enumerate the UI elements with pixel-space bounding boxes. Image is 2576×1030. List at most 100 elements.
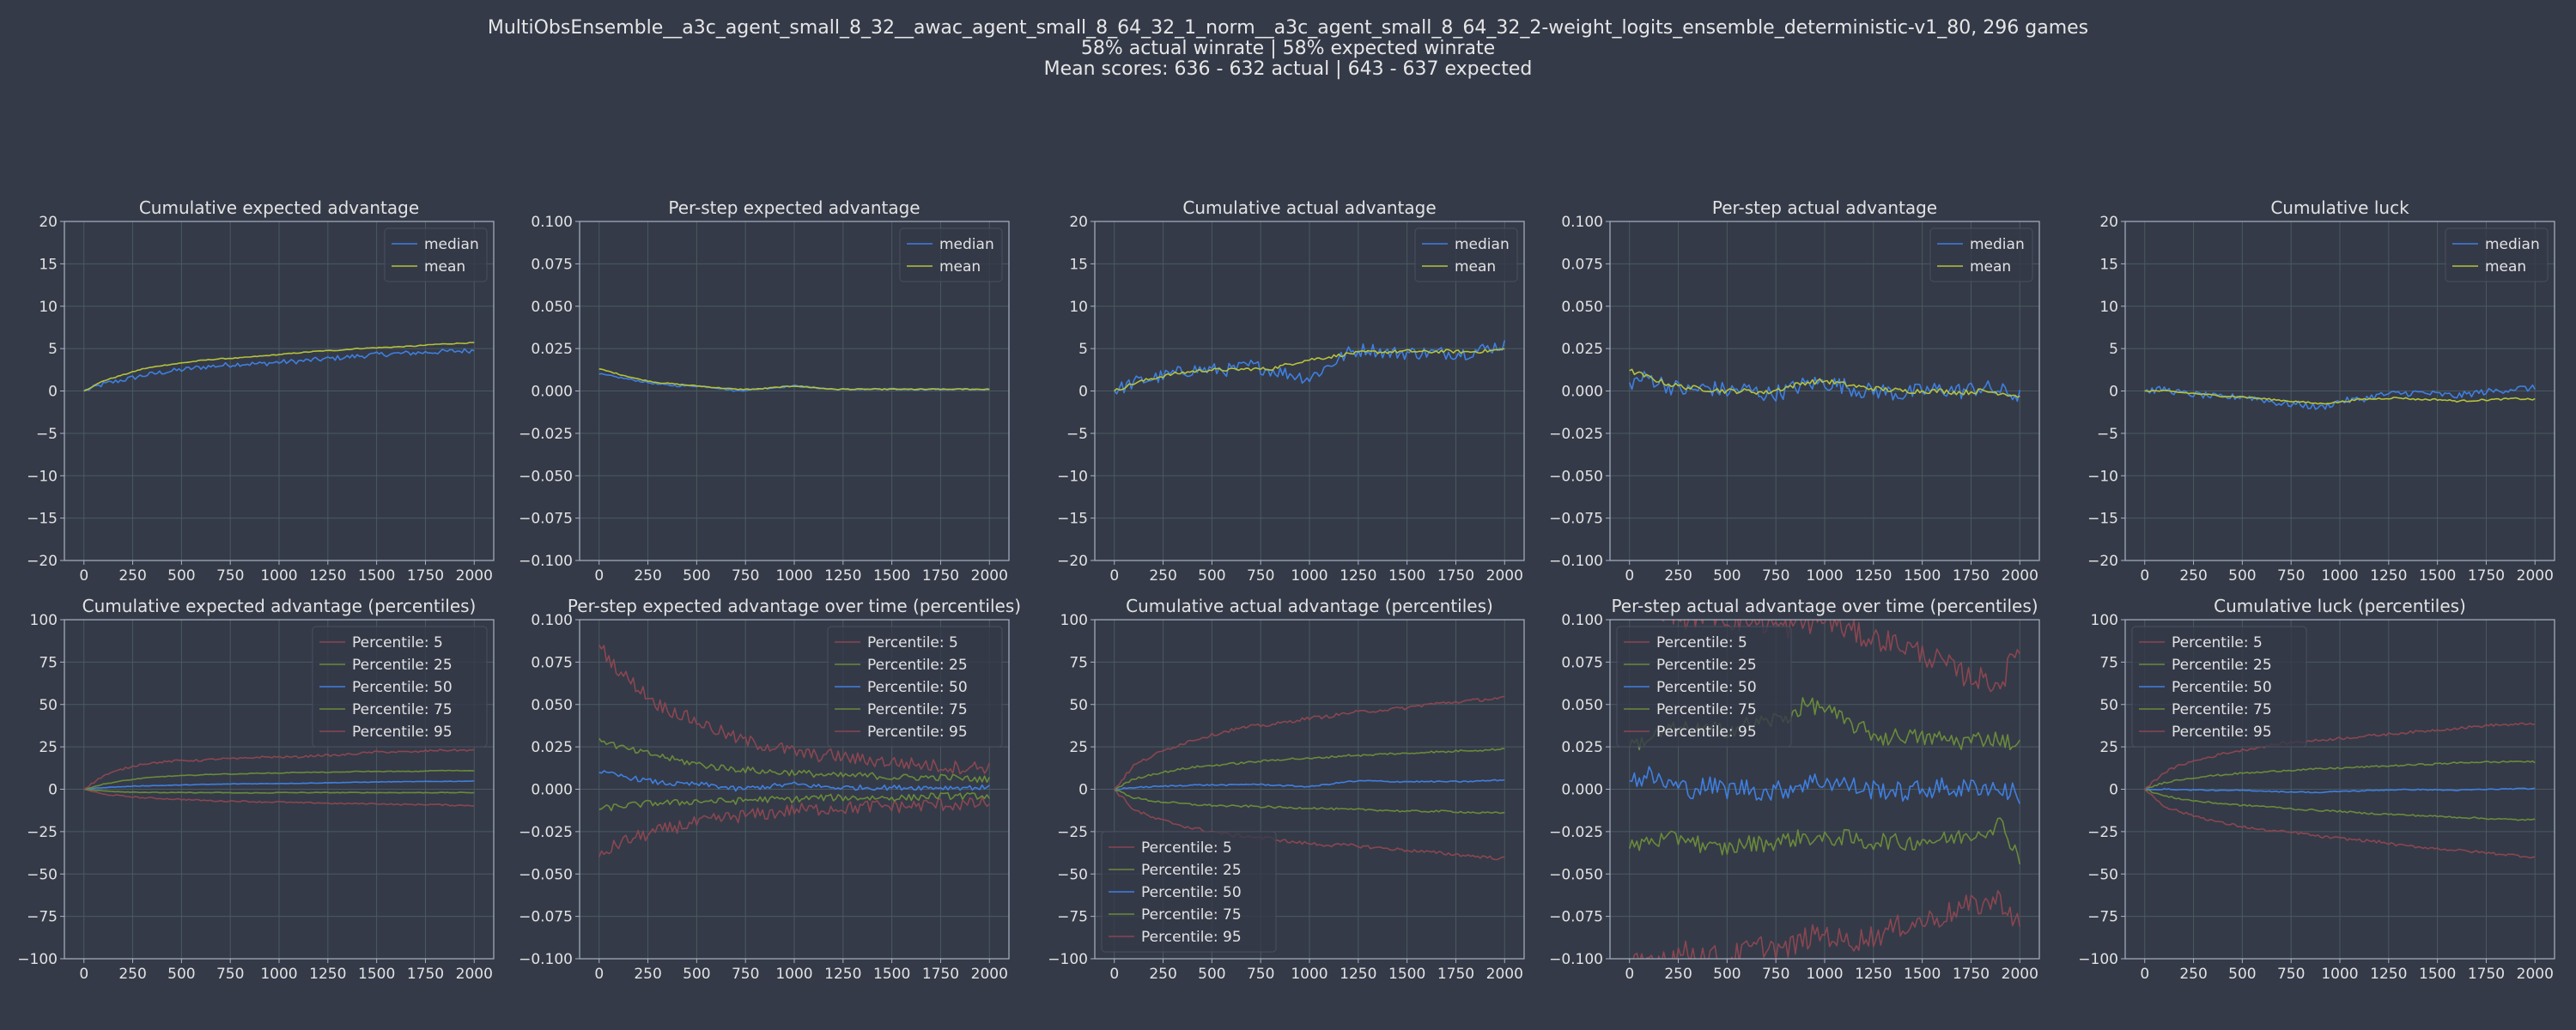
y-tick-label: −25 xyxy=(27,824,58,841)
y-tick-label: 0.000 xyxy=(531,384,573,401)
y-tick-label: −0.100 xyxy=(1549,553,1603,570)
x-tick-label: 500 xyxy=(1198,567,1225,585)
legend-label: Percentile: 5 xyxy=(867,634,958,651)
y-tick-label: 0.050 xyxy=(531,299,573,316)
x-tick-label: 500 xyxy=(683,567,710,585)
y-tick-label: 0.100 xyxy=(531,612,573,629)
y-tick-label: 20 xyxy=(1069,214,1088,231)
y-tick-label: 25 xyxy=(2099,739,2118,756)
plot-frame xyxy=(64,619,495,960)
y-tick-label: 0.050 xyxy=(1561,697,1603,714)
series-line-mean xyxy=(2144,389,2536,405)
y-tick-label: 25 xyxy=(1069,739,1088,756)
x-tick-label: 0 xyxy=(1625,567,1634,585)
x-tick-label: 750 xyxy=(216,966,244,983)
x-tick-label: 2000 xyxy=(2517,567,2554,585)
series-line-percentile-50 xyxy=(1114,779,1505,791)
figure-winrate: 58% actual winrate | 58% expected winrat… xyxy=(1080,38,1496,59)
legend-box xyxy=(312,626,488,748)
y-tick-label: −100 xyxy=(17,951,58,968)
chart-panel-1: Cumulative expected advantage 0 250 500 750 1… xyxy=(27,197,495,585)
x-tick-label: 500 xyxy=(1713,567,1741,585)
y-tick-label: 75 xyxy=(1069,654,1088,671)
y-tick-label: 0.075 xyxy=(531,256,573,273)
legend-box xyxy=(2445,227,2549,282)
legend: median mean xyxy=(1414,227,1518,282)
x-tick-label: 750 xyxy=(1247,966,1274,983)
legend-label: Percentile: 25 xyxy=(2172,657,2272,674)
legend-label: Percentile: 5 xyxy=(1141,839,1232,857)
y-tick-label: 100 xyxy=(30,612,58,629)
series-line-mean xyxy=(598,368,990,391)
x-tick-label: 250 xyxy=(118,966,146,983)
y-tick-label: 0 xyxy=(2109,782,2118,799)
x-tick-label: 500 xyxy=(1198,966,1225,983)
y-tick-label: −15 xyxy=(2087,511,2118,528)
x-tick-label: 250 xyxy=(634,567,661,585)
chart-panel-7: Per-step expected advantage over time (p… xyxy=(519,596,1021,983)
x-tick-label: 750 xyxy=(732,567,759,585)
chart-panel-6: Cumulative expected advantage (percentil… xyxy=(17,596,495,983)
y-tick-label: 0.000 xyxy=(1561,384,1603,401)
x-tick-label: 2000 xyxy=(2002,567,2038,585)
x-tick-label: 750 xyxy=(216,567,244,585)
legend-label: Percentile: 75 xyxy=(867,701,968,718)
legend-label: Percentile: 75 xyxy=(352,701,453,718)
series-line-mean xyxy=(1629,368,2020,398)
legend-label: Percentile: 25 xyxy=(867,657,968,674)
series-line-percentile-95 xyxy=(2144,722,2536,791)
series-line-percentile-5 xyxy=(1632,890,2021,959)
x-tick-label: 250 xyxy=(1149,567,1176,585)
series-group xyxy=(83,748,475,807)
y-tick-label: −5 xyxy=(2097,426,2118,443)
x-tick-label: 1000 xyxy=(1291,567,1327,585)
series-line-percentile-25 xyxy=(2144,788,2536,821)
x-tick-label: 750 xyxy=(732,966,759,983)
x-tick-label: 1500 xyxy=(1388,966,1425,983)
x-tick-label: 1250 xyxy=(2370,567,2407,585)
x-tick-label: 1000 xyxy=(1806,567,1843,585)
chart-title: Cumulative expected advantage (percentil… xyxy=(82,596,477,616)
legend-label: Percentile: 50 xyxy=(867,679,968,696)
x-tick-label: 1750 xyxy=(922,567,959,585)
chart-title: Cumulative expected advantage xyxy=(139,197,419,218)
legend-label: Percentile: 95 xyxy=(867,724,968,741)
x-tick-label: 750 xyxy=(2277,966,2305,983)
x-tick-label: 1000 xyxy=(775,966,812,983)
x-tick-label: 1250 xyxy=(1340,567,1376,585)
series-line-percentile-50 xyxy=(1629,766,2021,804)
series-line-percentile-25 xyxy=(1114,788,1505,815)
series-group xyxy=(2144,384,2536,410)
series-line-percentile-50 xyxy=(598,770,990,792)
legend-label: Percentile: 5 xyxy=(352,634,443,651)
y-tick-label: 100 xyxy=(1060,612,1088,629)
legend-label: median xyxy=(424,236,479,253)
x-tick-label: 2000 xyxy=(1486,567,1523,585)
y-tick-label: 0 xyxy=(1078,384,1088,401)
x-tick-label: 0 xyxy=(2140,567,2149,585)
x-tick-label: 1750 xyxy=(407,966,444,983)
legend-box xyxy=(827,626,1003,748)
plot-frame xyxy=(579,221,1010,561)
x-tick-label: 1750 xyxy=(1437,966,1474,983)
legend: median mean xyxy=(384,227,488,282)
legend-label: Percentile: 75 xyxy=(1656,701,1757,718)
y-tick-label: 10 xyxy=(2099,299,2118,316)
legend-box xyxy=(1929,227,2033,282)
series-line-median xyxy=(83,348,475,392)
x-tick-label: 500 xyxy=(167,567,195,585)
y-tick-label: −50 xyxy=(27,866,58,883)
x-tick-label: 500 xyxy=(683,966,710,983)
series-line-median xyxy=(1114,340,1506,395)
legend-label: Percentile: 25 xyxy=(352,657,453,674)
plot-frame xyxy=(1094,221,1525,561)
y-tick-label: 10 xyxy=(1069,299,1088,316)
y-tick-label: −0.075 xyxy=(1549,909,1603,926)
x-tick-label: 750 xyxy=(1762,567,1789,585)
y-tick-label: 20 xyxy=(39,214,58,231)
x-tick-label: 750 xyxy=(1762,966,1789,983)
legend-label: Percentile: 5 xyxy=(2172,634,2263,651)
x-tick-label: 1250 xyxy=(824,966,861,983)
series-line-percentile-95 xyxy=(1114,695,1505,791)
